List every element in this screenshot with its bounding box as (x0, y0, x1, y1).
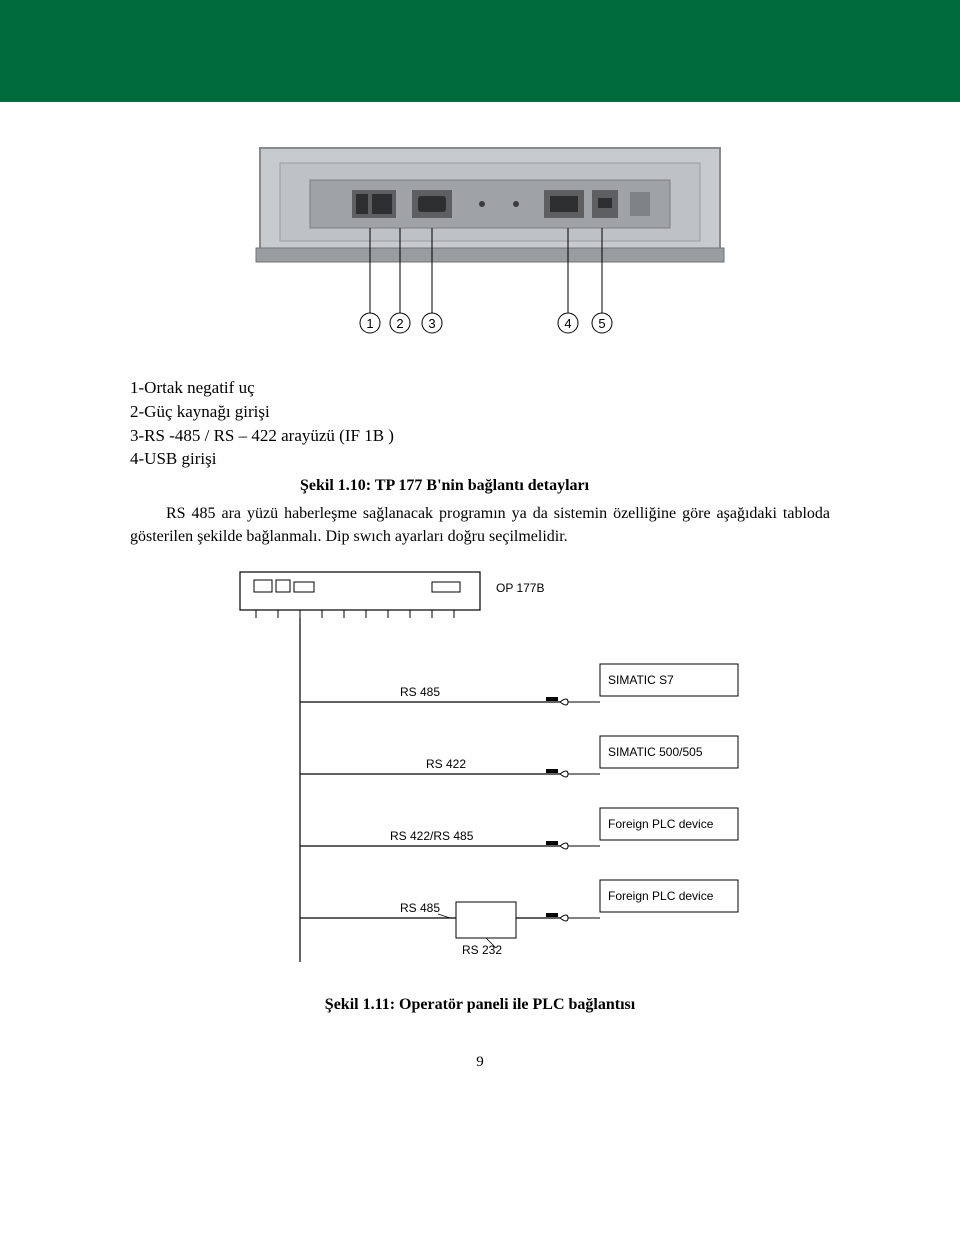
figure-device: 1 2 3 4 5 (120, 128, 840, 358)
row3-box: Foreign PLC device (608, 817, 714, 831)
page-number: 9 (120, 1054, 840, 1071)
row1-proto: RS 485 (400, 685, 440, 699)
body-paragraph: RS 485 ara yüzü haberleşme sağlanacak pr… (130, 503, 830, 548)
callout-1: 1 (366, 316, 373, 331)
panel-label: OP 177B (496, 581, 544, 595)
paragraph-line-1: RS 485 ara yüzü haberleşme sağlanacak pr… (166, 505, 711, 522)
callout-2: 2 (396, 316, 403, 331)
row2-proto: RS 422 (426, 757, 466, 771)
callout-3: 3 (428, 316, 435, 331)
callout-5: 5 (598, 316, 605, 331)
row4-proto: RS 485 (400, 901, 440, 915)
figure-legend: 1-Ortak negatif uç 2-Güç kaynağı girişi … (130, 376, 840, 471)
device-illustration: 1 2 3 4 5 (220, 128, 740, 358)
callout-4: 4 (564, 316, 571, 331)
row4-box: Foreign PLC device (608, 889, 714, 903)
figure1-caption: Şekil 1.10: TP 177 B'nin bağlantı detayl… (300, 477, 840, 495)
page-content: 1 2 3 4 5 1-Ortak negatif uç 2-Güç kayna… (0, 98, 960, 1091)
page-header-bar (0, 0, 960, 98)
connection-diagram: OP 177B SIMATIC S7 RS 485 SIMATIC 500/50… (200, 562, 760, 982)
legend-line-3: 3-RS -485 / RS – 422 arayüzü (IF 1B ) (130, 424, 840, 448)
figure2-caption: Şekil 1.11: Operatör paneli ile PLC bağl… (120, 996, 840, 1014)
legend-line-4: 4-USB girişi (130, 447, 840, 471)
legend-line-1: 1-Ortak negatif uç (130, 376, 840, 400)
row3-proto: RS 422/RS 485 (390, 829, 474, 843)
figure-connection-diagram: OP 177B SIMATIC S7 RS 485 SIMATIC 500/50… (120, 562, 840, 982)
row4-sub: RS 232 (462, 943, 502, 957)
row2-box: SIMATIC 500/505 (608, 745, 703, 759)
row1-box: SIMATIC S7 (608, 673, 674, 687)
legend-line-2: 2-Güç kaynağı girişi (130, 400, 840, 424)
